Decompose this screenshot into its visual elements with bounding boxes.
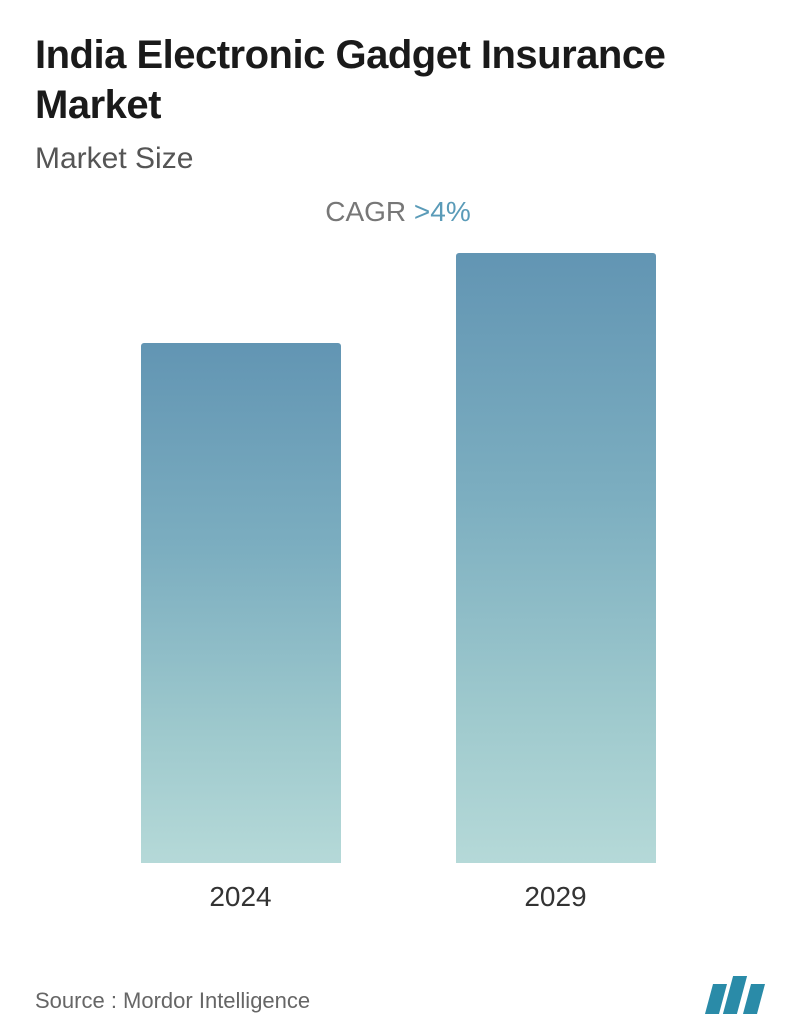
bar-2024 [141,343,341,863]
bar-2029 [456,253,656,863]
page-title: India Electronic Gadget Insurance Market [35,30,761,130]
bar-chart: 2024 2029 [35,253,761,913]
bar-label-2024: 2024 [209,881,271,913]
bar-label-2029: 2029 [524,881,586,913]
bar-group-2029: 2029 [456,253,656,913]
footer: Source : Mordor Intelligence [35,976,761,1014]
bar-group-2024: 2024 [141,343,341,913]
logo-bar-icon [743,984,765,1014]
source-text: Source : Mordor Intelligence [35,988,310,1014]
brand-logo [709,976,761,1014]
cagr-value: >4% [414,196,471,227]
cagr-indicator: CAGR >4% [35,196,761,228]
subtitle: Market Size [35,142,761,176]
cagr-label: CAGR [325,196,414,227]
